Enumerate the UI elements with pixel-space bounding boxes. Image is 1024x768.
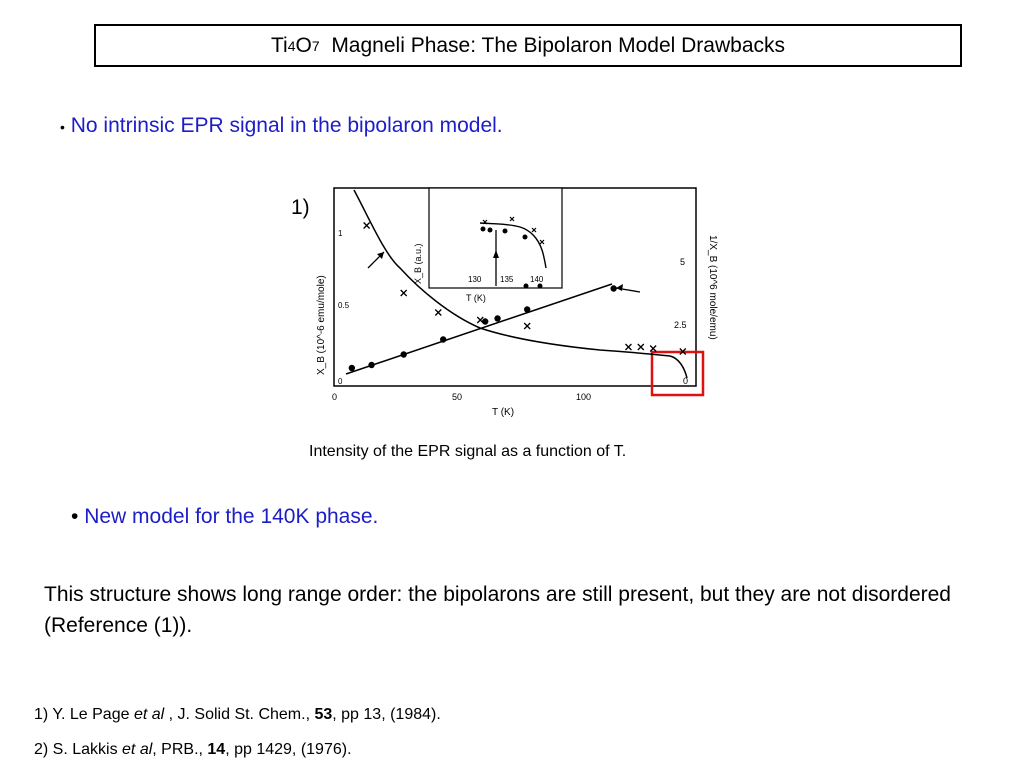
data-point-dot xyxy=(482,318,489,325)
ref-journal: , J. Solid St. Chem., xyxy=(164,706,315,723)
ref-author: 2) S. Lakkis xyxy=(34,741,123,758)
bullet-dot: • xyxy=(71,505,79,528)
inset-curve xyxy=(479,222,547,269)
data-point-x xyxy=(649,345,657,352)
data-markers xyxy=(348,222,687,372)
bullet-dot: • xyxy=(60,119,65,135)
arrow-right-head xyxy=(616,284,623,291)
data-point-x xyxy=(637,343,645,351)
x-tick-label: 50 xyxy=(452,392,462,402)
ref-volume: 14 xyxy=(207,741,226,758)
left-tick-label: 0.5 xyxy=(338,301,350,310)
inset-tick-label: 140 xyxy=(530,275,544,284)
ref-etal: et al xyxy=(122,741,153,758)
susceptibility-curve xyxy=(353,189,688,379)
body-paragraph: This structure shows long range order: t… xyxy=(44,583,951,637)
epr-figure: 1 0.5 0 X_B (10^-6 emu/mole) 5 2.5 0 1/X… xyxy=(316,187,718,418)
bullet-new-model: • New model for the 140K phase. xyxy=(71,505,378,529)
inset-x-markers xyxy=(482,216,545,245)
data-point-dot xyxy=(400,351,407,358)
title-text: Magneli Phase: The Bipolaron Model Drawb… xyxy=(331,33,785,57)
inset-tick-label: 130 xyxy=(468,275,482,284)
arrow-left-head xyxy=(377,252,384,259)
right-axis-title: 1/X_B (10^6 mole/emu) xyxy=(707,235,718,340)
figure-caption: Intensity of the EPR signal as a functio… xyxy=(309,443,627,460)
reference-1: 1) Y. Le Page et al , J. Solid St. Chem.… xyxy=(34,706,441,724)
inverse-line xyxy=(345,283,613,375)
reference-2: 2) S. Lakkis et al, PRB., 14, pp 1429, (… xyxy=(34,741,352,759)
left-axis-title: X_B (10^-6 emu/mole) xyxy=(316,275,327,375)
title-formula-ti: Ti xyxy=(270,33,288,57)
inset-markers xyxy=(480,226,543,289)
left-tick-label: 1 xyxy=(338,229,343,238)
x-tick-label: 0 xyxy=(332,392,337,402)
ref-author: 1) Y. Le Page xyxy=(34,706,134,723)
data-point-x xyxy=(434,309,442,316)
ref-pages: , pp 1429, (1976). xyxy=(225,741,352,758)
inset-y-label: X_B (a.u.) xyxy=(413,243,423,284)
ref-journal: , PRB., xyxy=(152,741,208,758)
data-point-dot xyxy=(523,306,531,313)
bullet-new-model-text: New model for the 140K phase. xyxy=(84,505,379,528)
slide-title: Ti 4 O 7 Magneli Phase: The Bipolaron Model… xyxy=(94,24,962,67)
data-point-x xyxy=(679,348,687,355)
data-point-x xyxy=(523,322,531,330)
data-point-x xyxy=(476,316,484,324)
figure-label: 1) xyxy=(291,196,310,219)
right-tick-label: 0 xyxy=(683,376,688,386)
ref-etal: et al xyxy=(133,706,165,723)
x-axis-title: T (K) xyxy=(492,407,514,418)
inset-x-title: T (K) xyxy=(466,293,486,303)
title-formula-o-sub: 7 xyxy=(311,37,320,54)
title-formula-ti-sub: 4 xyxy=(287,37,296,54)
data-point-dot xyxy=(610,285,617,292)
data-point-dot xyxy=(494,315,501,322)
left-tick-label: 0 xyxy=(338,377,343,386)
bullet-epr-text: No intrinsic EPR signal in the bipolaron… xyxy=(70,114,503,137)
bullet-epr: • No intrinsic EPR signal in the bipolar… xyxy=(60,114,503,138)
inset-tick-label: 135 xyxy=(500,275,514,284)
data-point-x xyxy=(363,222,371,229)
title-formula-o: O xyxy=(295,33,312,57)
data-point-dot xyxy=(368,361,375,369)
ref-pages: , pp 13, (1984). xyxy=(332,706,441,723)
data-point-dot xyxy=(440,336,447,343)
x-tick-label: 100 xyxy=(576,392,591,402)
data-point-dot xyxy=(348,364,356,372)
data-point-x xyxy=(625,343,632,351)
ref-volume: 53 xyxy=(314,706,333,723)
right-tick-label: 5 xyxy=(680,257,685,267)
highlight-box xyxy=(650,350,705,397)
data-point-x xyxy=(400,289,408,297)
right-tick-label: 2.5 xyxy=(674,320,687,330)
